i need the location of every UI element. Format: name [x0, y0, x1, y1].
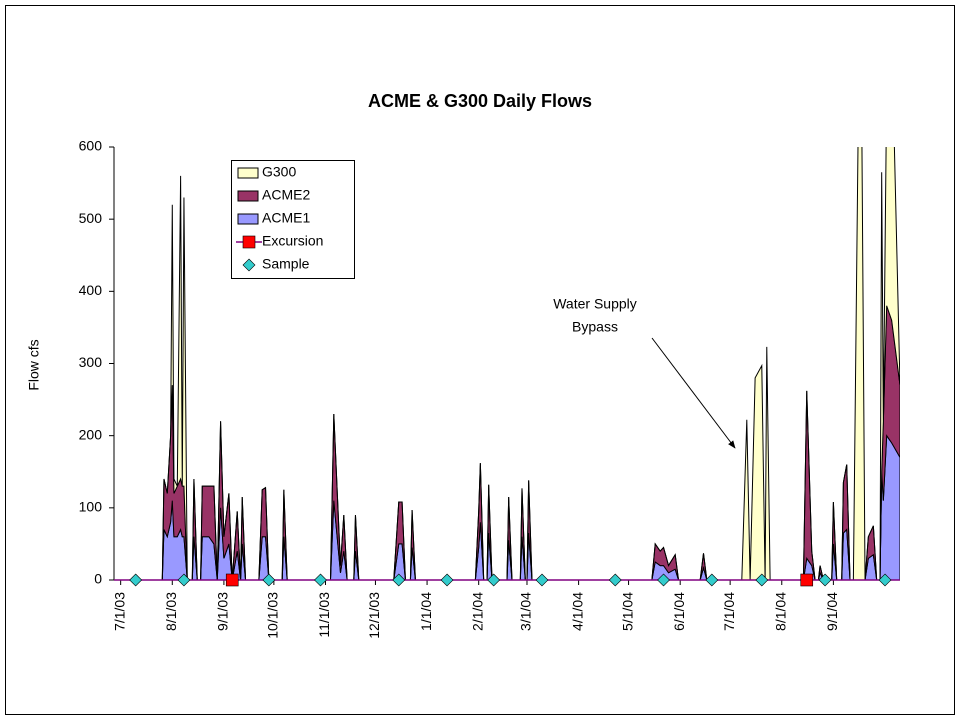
y-tick-label: 300	[79, 354, 103, 370]
legend-label: G300	[262, 164, 296, 180]
marker	[440, 573, 454, 587]
chart-title: ACME & G300 Daily Flows	[368, 91, 592, 111]
y-tick-label: 500	[79, 210, 103, 226]
x-tick-label: 3/1/04	[518, 592, 534, 631]
legend-swatch	[237, 167, 259, 179]
marker	[878, 573, 892, 587]
legend-label: Excursion	[262, 233, 323, 249]
x-tick-label: 11/1/03	[316, 592, 332, 638]
y-tick-label: 0	[94, 571, 102, 587]
marker	[392, 573, 406, 587]
marker	[800, 573, 814, 587]
x-tick-label: 7/1/03	[111, 592, 127, 631]
x-tick-label: 9/1/04	[824, 592, 840, 631]
legend-swatch	[237, 213, 259, 225]
marker	[535, 573, 549, 587]
x-tick-label: 5/1/04	[619, 592, 635, 631]
x-tick-label: 6/1/04	[671, 592, 687, 631]
x-tick-label: 8/1/04	[772, 592, 788, 631]
area	[114, 147, 900, 581]
annotation-line: Bypass	[572, 319, 618, 335]
y-tick-label: 400	[79, 282, 103, 298]
x-tick-label: 4/1/04	[569, 592, 585, 631]
marker	[608, 573, 622, 587]
x-tick-label: 1/1/04	[418, 592, 434, 631]
marker	[262, 573, 276, 587]
legend-swatch	[237, 190, 259, 202]
x-tick-label: 7/1/04	[721, 592, 737, 631]
x-tick-label: 10/1/03	[265, 592, 281, 639]
y-tick-label: 100	[79, 499, 103, 515]
marker	[242, 235, 256, 249]
marker	[487, 573, 501, 587]
marker	[818, 573, 832, 587]
y-axis-label: Flow cfs	[26, 339, 42, 390]
legend-label: ACME1	[262, 210, 310, 226]
x-tick-label: 8/1/03	[163, 592, 179, 631]
marker	[242, 258, 256, 272]
annotation-arrow	[651, 337, 736, 449]
annotation-line: Water Supply	[553, 296, 637, 312]
marker	[314, 573, 327, 587]
x-tick-label: 2/1/04	[469, 592, 485, 631]
x-tick-label: 9/1/03	[215, 592, 231, 631]
chart-border	[5, 5, 955, 715]
marker	[755, 573, 769, 587]
marker	[657, 573, 670, 587]
marker	[177, 573, 191, 587]
legend-label: ACME2	[262, 187, 310, 203]
y-tick-label: 200	[79, 426, 103, 442]
y-tick-label: 600	[79, 138, 103, 154]
marker	[705, 573, 719, 587]
marker	[225, 573, 239, 587]
x-tick-label: 12/1/03	[366, 592, 382, 639]
marker	[129, 573, 143, 587]
legend-label: Sample	[262, 256, 310, 272]
